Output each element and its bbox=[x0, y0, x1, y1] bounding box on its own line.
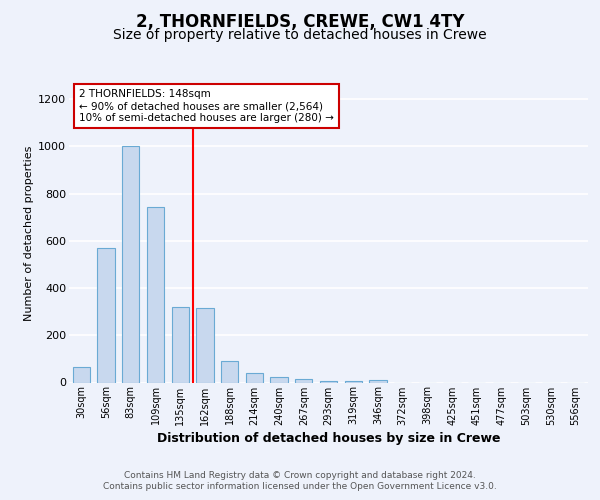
Bar bbox=[97, 248, 115, 382]
Bar bbox=[246, 372, 263, 382]
Y-axis label: Number of detached properties: Number of detached properties bbox=[24, 146, 34, 322]
Bar bbox=[196, 308, 214, 382]
Text: 2, THORNFIELDS, CREWE, CW1 4TY: 2, THORNFIELDS, CREWE, CW1 4TY bbox=[136, 12, 464, 30]
Bar bbox=[221, 360, 238, 382]
X-axis label: Distribution of detached houses by size in Crewe: Distribution of detached houses by size … bbox=[157, 432, 500, 444]
Bar bbox=[73, 367, 90, 382]
Text: 2 THORNFIELDS: 148sqm
← 90% of detached houses are smaller (2,564)
10% of semi-d: 2 THORNFIELDS: 148sqm ← 90% of detached … bbox=[79, 90, 334, 122]
Bar bbox=[271, 378, 288, 382]
Text: Size of property relative to detached houses in Crewe: Size of property relative to detached ho… bbox=[113, 28, 487, 42]
Text: Contains HM Land Registry data © Crown copyright and database right 2024.: Contains HM Land Registry data © Crown c… bbox=[124, 472, 476, 480]
Bar bbox=[295, 379, 313, 382]
Bar bbox=[122, 146, 139, 382]
Bar bbox=[369, 380, 386, 382]
Bar bbox=[147, 206, 164, 382]
Bar bbox=[172, 307, 189, 382]
Text: Contains public sector information licensed under the Open Government Licence v3: Contains public sector information licen… bbox=[103, 482, 497, 491]
